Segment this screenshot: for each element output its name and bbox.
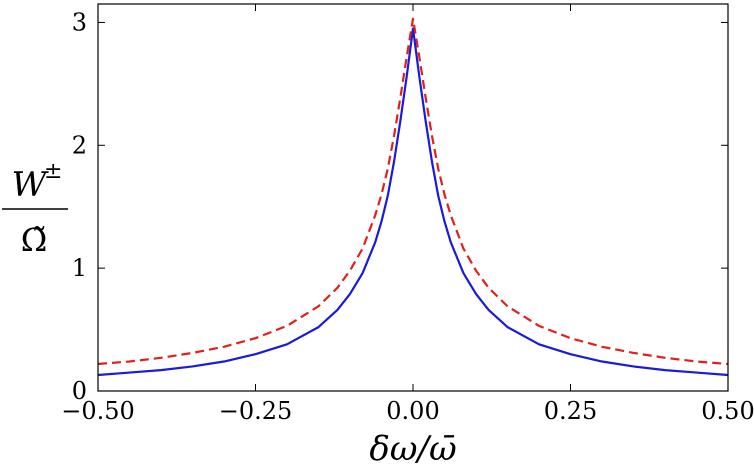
series-line-dashed [97,17,729,366]
y-tick-label: 1 [72,254,87,282]
y-axis-label-numerator: W [12,165,50,205]
series-layer [97,17,729,377]
x-tick-label: 0.50 [701,397,754,425]
x-tick-label: 0.00 [386,397,439,425]
y-axis-label-denominator: Ω̃ [21,221,48,259]
y-tick-label: 0 [72,377,87,405]
y-axis-label: W ± Ω̃ [2,159,68,259]
series-line-solid [97,27,729,377]
y-tick-label: 2 [72,131,87,159]
y-tick-label: 3 [72,8,87,36]
x-tick-label: 0.25 [544,397,597,425]
x-tick-label: −0.25 [219,397,293,425]
tick-layer: −0.50 −0.25 0.00 0.25 0.50 0 1 2 3 [61,4,754,425]
x-axis-label: δω/ω̄ [369,429,456,469]
x-tick-label: −0.50 [61,397,135,425]
y-axis-label-superscript: ± [44,159,62,184]
